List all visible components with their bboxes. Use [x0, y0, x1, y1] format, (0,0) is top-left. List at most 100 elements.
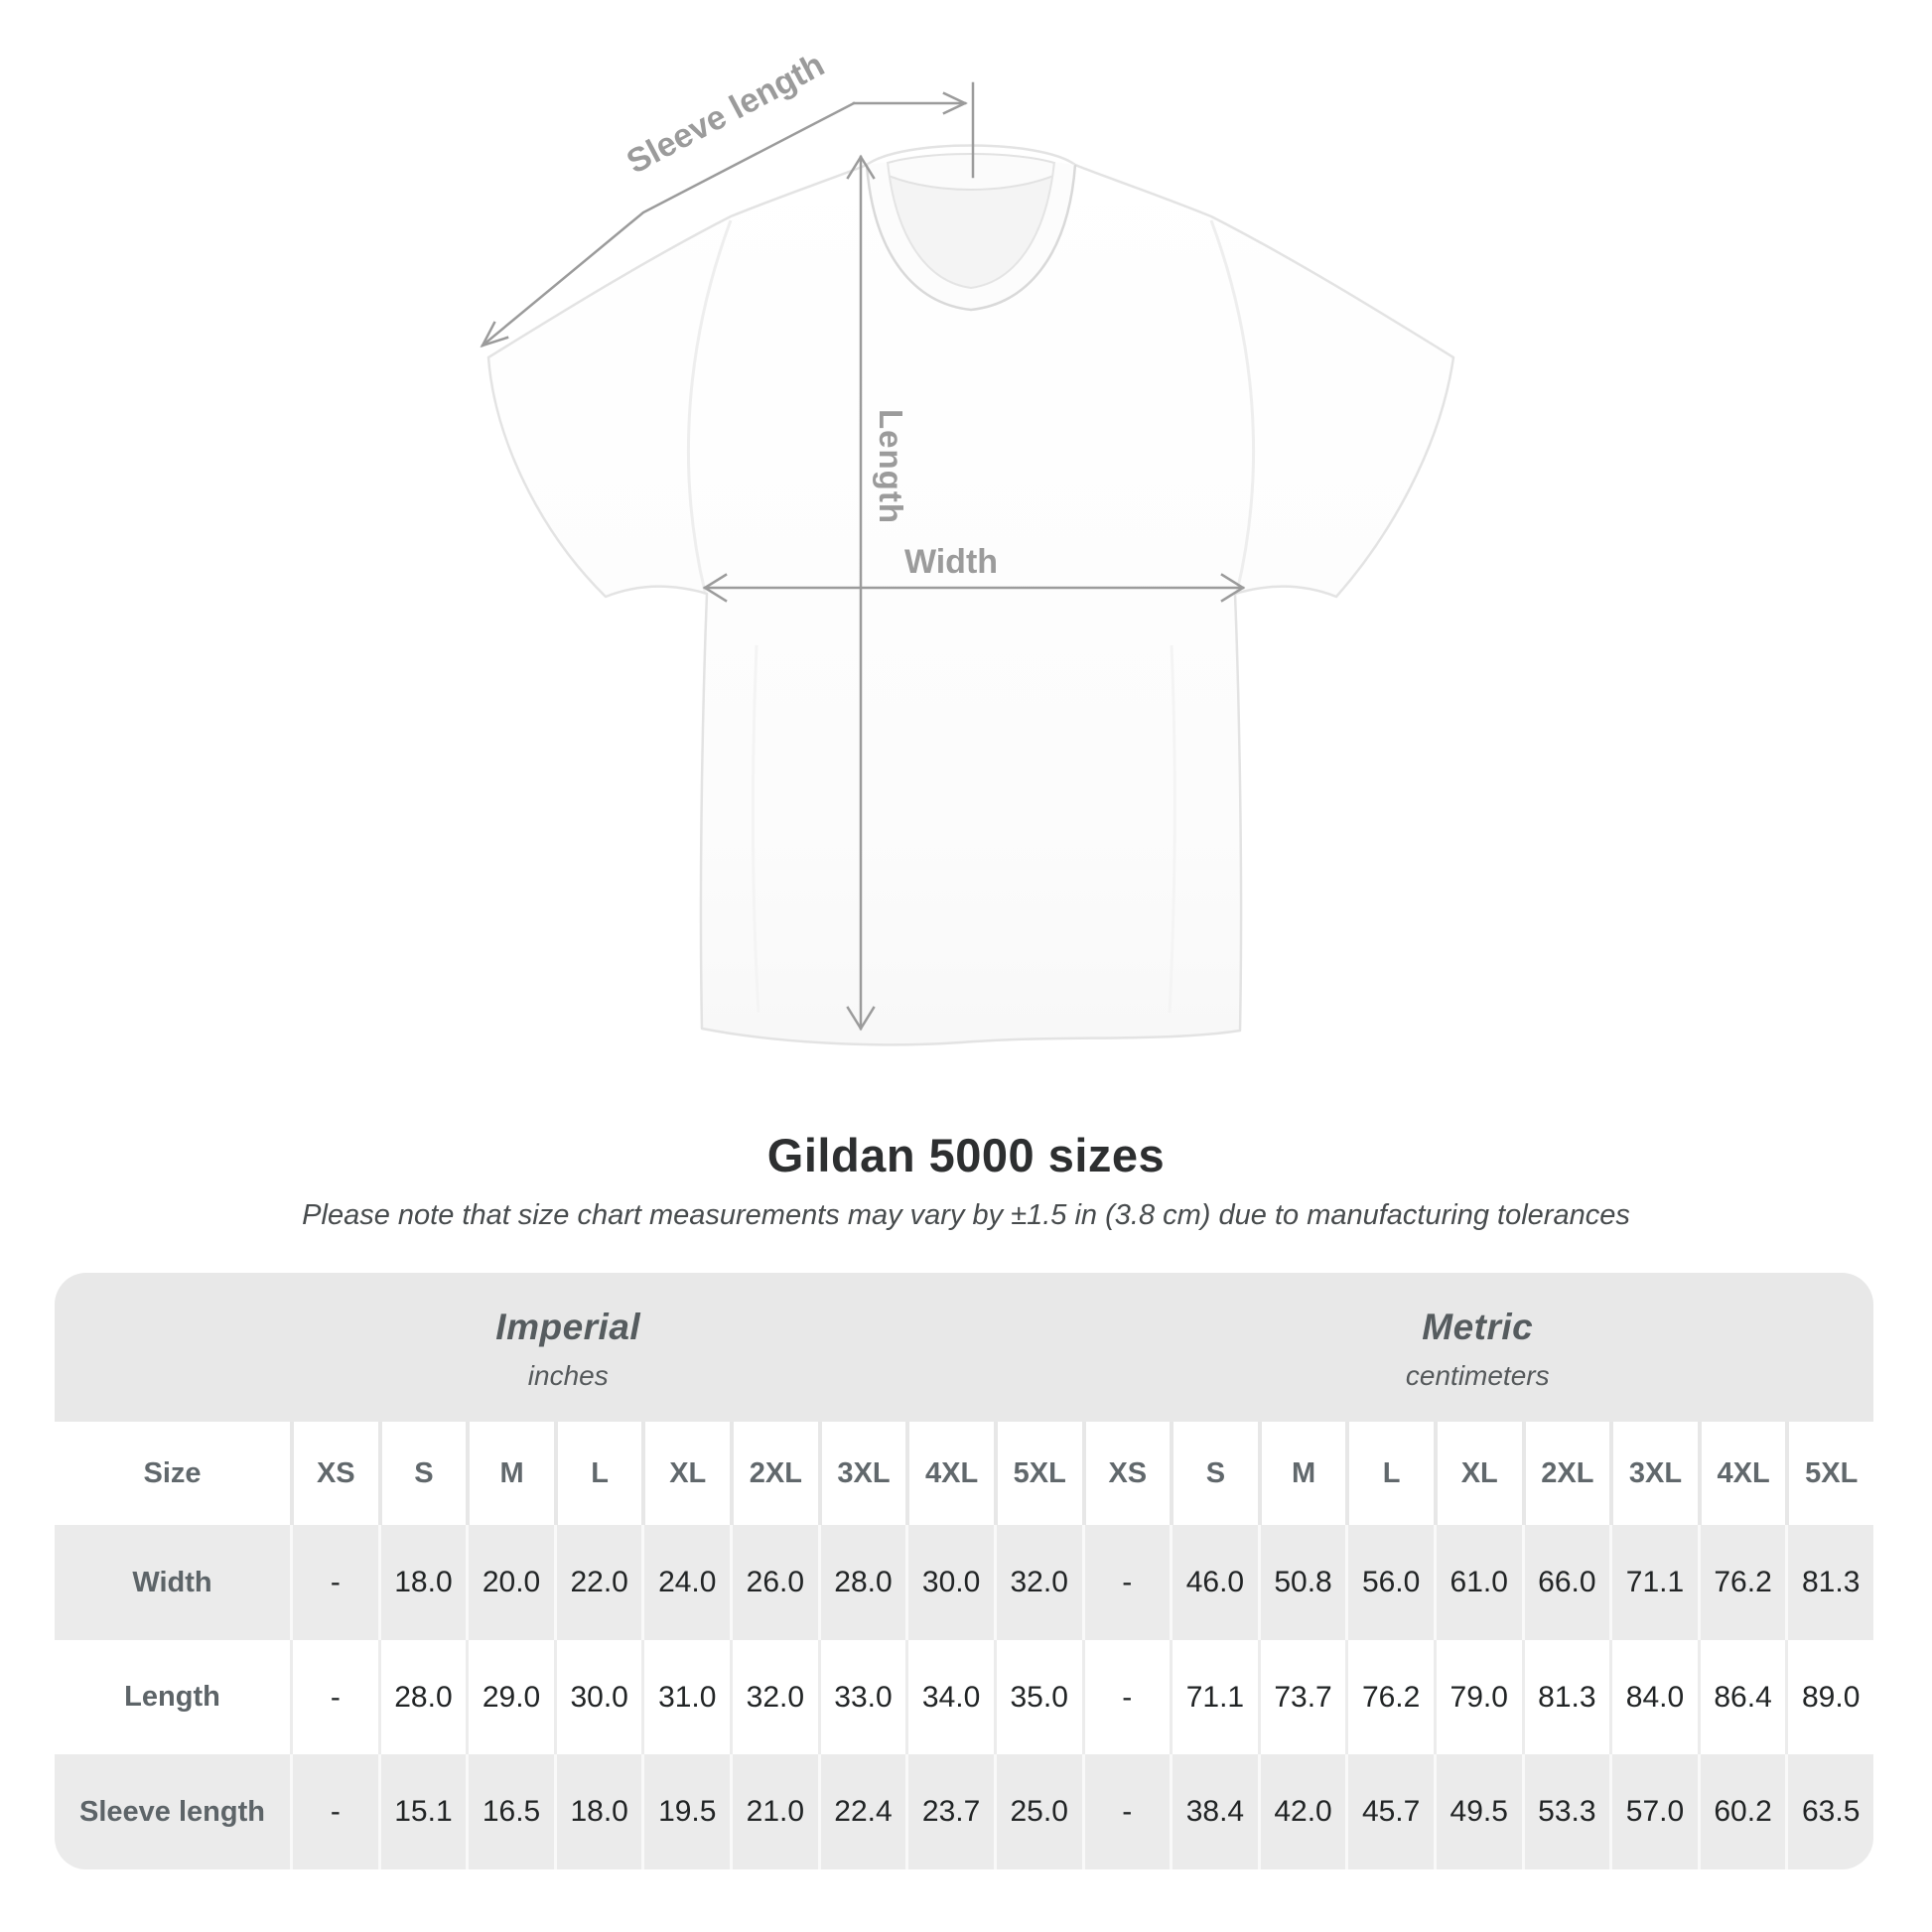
- width-imperial-3xl: 28.0: [817, 1525, 906, 1640]
- sleeve-metric-xl: 49.5: [1433, 1754, 1522, 1869]
- table-row-sleeve-length: Sleeve length - 15.1 16.5 18.0 19.5 21.0…: [55, 1754, 1873, 1869]
- sleeve-metric-s: 38.4: [1170, 1754, 1258, 1869]
- width-imperial-l: 22.0: [553, 1525, 642, 1640]
- size-chart-table: Imperial inches Metric centimeters Size …: [55, 1273, 1873, 1869]
- length-metric-xl: 79.0: [1433, 1640, 1522, 1754]
- imperial-size-2xl: 2XL: [730, 1422, 818, 1525]
- imperial-size-5xl: 5XL: [993, 1422, 1082, 1525]
- length-label: Length: [873, 409, 909, 524]
- right-sleeve-seam: [1209, 219, 1255, 593]
- sleeve-metric-l: 45.7: [1345, 1754, 1434, 1869]
- metric-group-unit: centimeters: [1405, 1360, 1550, 1391]
- body-fold-right: [1168, 644, 1176, 1014]
- length-imperial-xs: -: [290, 1640, 378, 1754]
- metric-size-l: L: [1345, 1422, 1434, 1525]
- imperial-size-s: S: [377, 1422, 467, 1525]
- arrow-up-icon: [846, 154, 876, 180]
- width-metric-s: 46.0: [1170, 1525, 1258, 1640]
- width-metric-3xl: 71.1: [1609, 1525, 1698, 1640]
- table-row-length: Length - 28.0 29.0 30.0 31.0 32.0 33.0 3…: [55, 1640, 1873, 1754]
- length-imperial-l: 30.0: [553, 1640, 642, 1754]
- width-imperial-s: 18.0: [377, 1525, 467, 1640]
- size-header-row: Size XS S M L XL 2XL 3XL 4XL 5XL XS S M …: [55, 1422, 1873, 1525]
- collar-outer-seam: [865, 164, 1077, 312]
- sleeve-imperial-5xl: 25.0: [993, 1754, 1082, 1869]
- left-sleeve-seam: [687, 219, 733, 593]
- width-imperial-5xl: 32.0: [993, 1525, 1082, 1640]
- length-imperial-3xl: 33.0: [817, 1640, 906, 1754]
- length-metric-2xl: 81.3: [1521, 1640, 1610, 1754]
- dimension-lines: [480, 81, 1246, 1032]
- metric-size-5xl: 5XL: [1785, 1422, 1873, 1525]
- length-metric-5xl: 89.0: [1785, 1640, 1873, 1754]
- width-metric-xl: 61.0: [1433, 1525, 1522, 1640]
- metric-size-xs: XS: [1081, 1422, 1171, 1525]
- imperial-size-m: M: [466, 1422, 554, 1525]
- arrow-right-icon: [942, 91, 968, 115]
- metric-size-s: S: [1170, 1422, 1258, 1525]
- sleeve-metric-xs: -: [1081, 1754, 1171, 1869]
- width-metric-l: 56.0: [1345, 1525, 1434, 1640]
- width-imperial-4xl: 30.0: [905, 1525, 994, 1640]
- table-row-width: Width - 18.0 20.0 22.0 24.0 26.0 28.0 30…: [55, 1525, 1873, 1640]
- length-imperial-4xl: 34.0: [905, 1640, 994, 1754]
- sleeve-imperial-s: 15.1: [377, 1754, 467, 1869]
- tshirt-measurement-diagram: Sleeve length Length Width: [480, 46, 1455, 1046]
- metric-size-3xl: 3XL: [1609, 1422, 1698, 1525]
- sleeve-metric-m: 42.0: [1257, 1754, 1346, 1869]
- sleeve-imperial-xs: -: [290, 1754, 378, 1869]
- length-imperial-xl: 31.0: [641, 1640, 730, 1754]
- width-imperial-2xl: 26.0: [730, 1525, 818, 1640]
- sleeve-imperial-4xl: 23.7: [905, 1754, 994, 1869]
- imperial-size-4xl: 4XL: [905, 1422, 994, 1525]
- width-metric-m: 50.8: [1257, 1525, 1346, 1640]
- size-column-header: Size: [143, 1456, 202, 1489]
- width-metric-xs: -: [1081, 1525, 1171, 1640]
- width-metric-5xl: 81.3: [1785, 1525, 1873, 1640]
- tshirt-body: [486, 144, 1455, 1046]
- body-fold-left: [751, 644, 760, 1014]
- length-metric-m: 73.7: [1257, 1640, 1346, 1754]
- imperial-size-3xl: 3XL: [817, 1422, 906, 1525]
- collar-inner-seam: [887, 161, 1055, 290]
- length-imperial-m: 29.0: [466, 1640, 554, 1754]
- imperial-group-title: Imperial: [495, 1307, 641, 1347]
- collar-band: [867, 162, 1075, 310]
- sleeve-metric-5xl: 63.5: [1785, 1754, 1873, 1869]
- width-imperial-xl: 24.0: [641, 1525, 730, 1640]
- length-imperial-2xl: 32.0: [730, 1640, 818, 1754]
- sleeve-metric-3xl: 57.0: [1609, 1754, 1698, 1869]
- width-metric-4xl: 76.2: [1697, 1525, 1786, 1640]
- sleeve-length-label: Sleeve length: [621, 46, 830, 181]
- imperial-group-header: Imperial inches: [55, 1273, 1082, 1422]
- width-imperial-xs: -: [290, 1525, 378, 1640]
- imperial-size-xs: XS: [290, 1422, 378, 1525]
- sleeve-imperial-2xl: 21.0: [730, 1754, 818, 1869]
- sleeve-imperial-l: 18.0: [553, 1754, 642, 1869]
- length-metric-xs: -: [1081, 1640, 1171, 1754]
- metric-group-header: Metric centimeters: [1082, 1273, 1874, 1422]
- imperial-size-l: L: [553, 1422, 642, 1525]
- arrow-down-left-icon: [480, 321, 509, 348]
- metric-size-m: M: [1257, 1422, 1346, 1525]
- metric-size-2xl: 2XL: [1521, 1422, 1610, 1525]
- arrow-right-icon: [1220, 573, 1246, 603]
- row-label-width: Width: [132, 1566, 212, 1598]
- length-metric-s: 71.1: [1170, 1640, 1258, 1754]
- row-label-sleeve-length: Sleeve length: [79, 1795, 265, 1828]
- length-metric-l: 76.2: [1345, 1640, 1434, 1754]
- sleeve-metric-2xl: 53.3: [1521, 1754, 1610, 1869]
- width-metric-2xl: 66.0: [1521, 1525, 1610, 1640]
- unit-group-row: Imperial inches Metric centimeters: [55, 1273, 1873, 1422]
- imperial-size-xl: XL: [641, 1422, 730, 1525]
- sleeve-imperial-m: 16.5: [466, 1754, 554, 1869]
- sleeve-imperial-3xl: 22.4: [817, 1754, 906, 1869]
- sleeve-metric-4xl: 60.2: [1697, 1754, 1786, 1869]
- imperial-group-unit: inches: [527, 1360, 609, 1391]
- tolerance-note: Please note that size chart measurements…: [302, 1199, 1630, 1231]
- arrow-down-icon: [846, 1006, 876, 1032]
- length-imperial-5xl: 35.0: [993, 1640, 1082, 1754]
- metric-size-xl: XL: [1433, 1422, 1522, 1525]
- length-metric-3xl: 84.0: [1609, 1640, 1698, 1754]
- arrow-left-icon: [702, 573, 728, 603]
